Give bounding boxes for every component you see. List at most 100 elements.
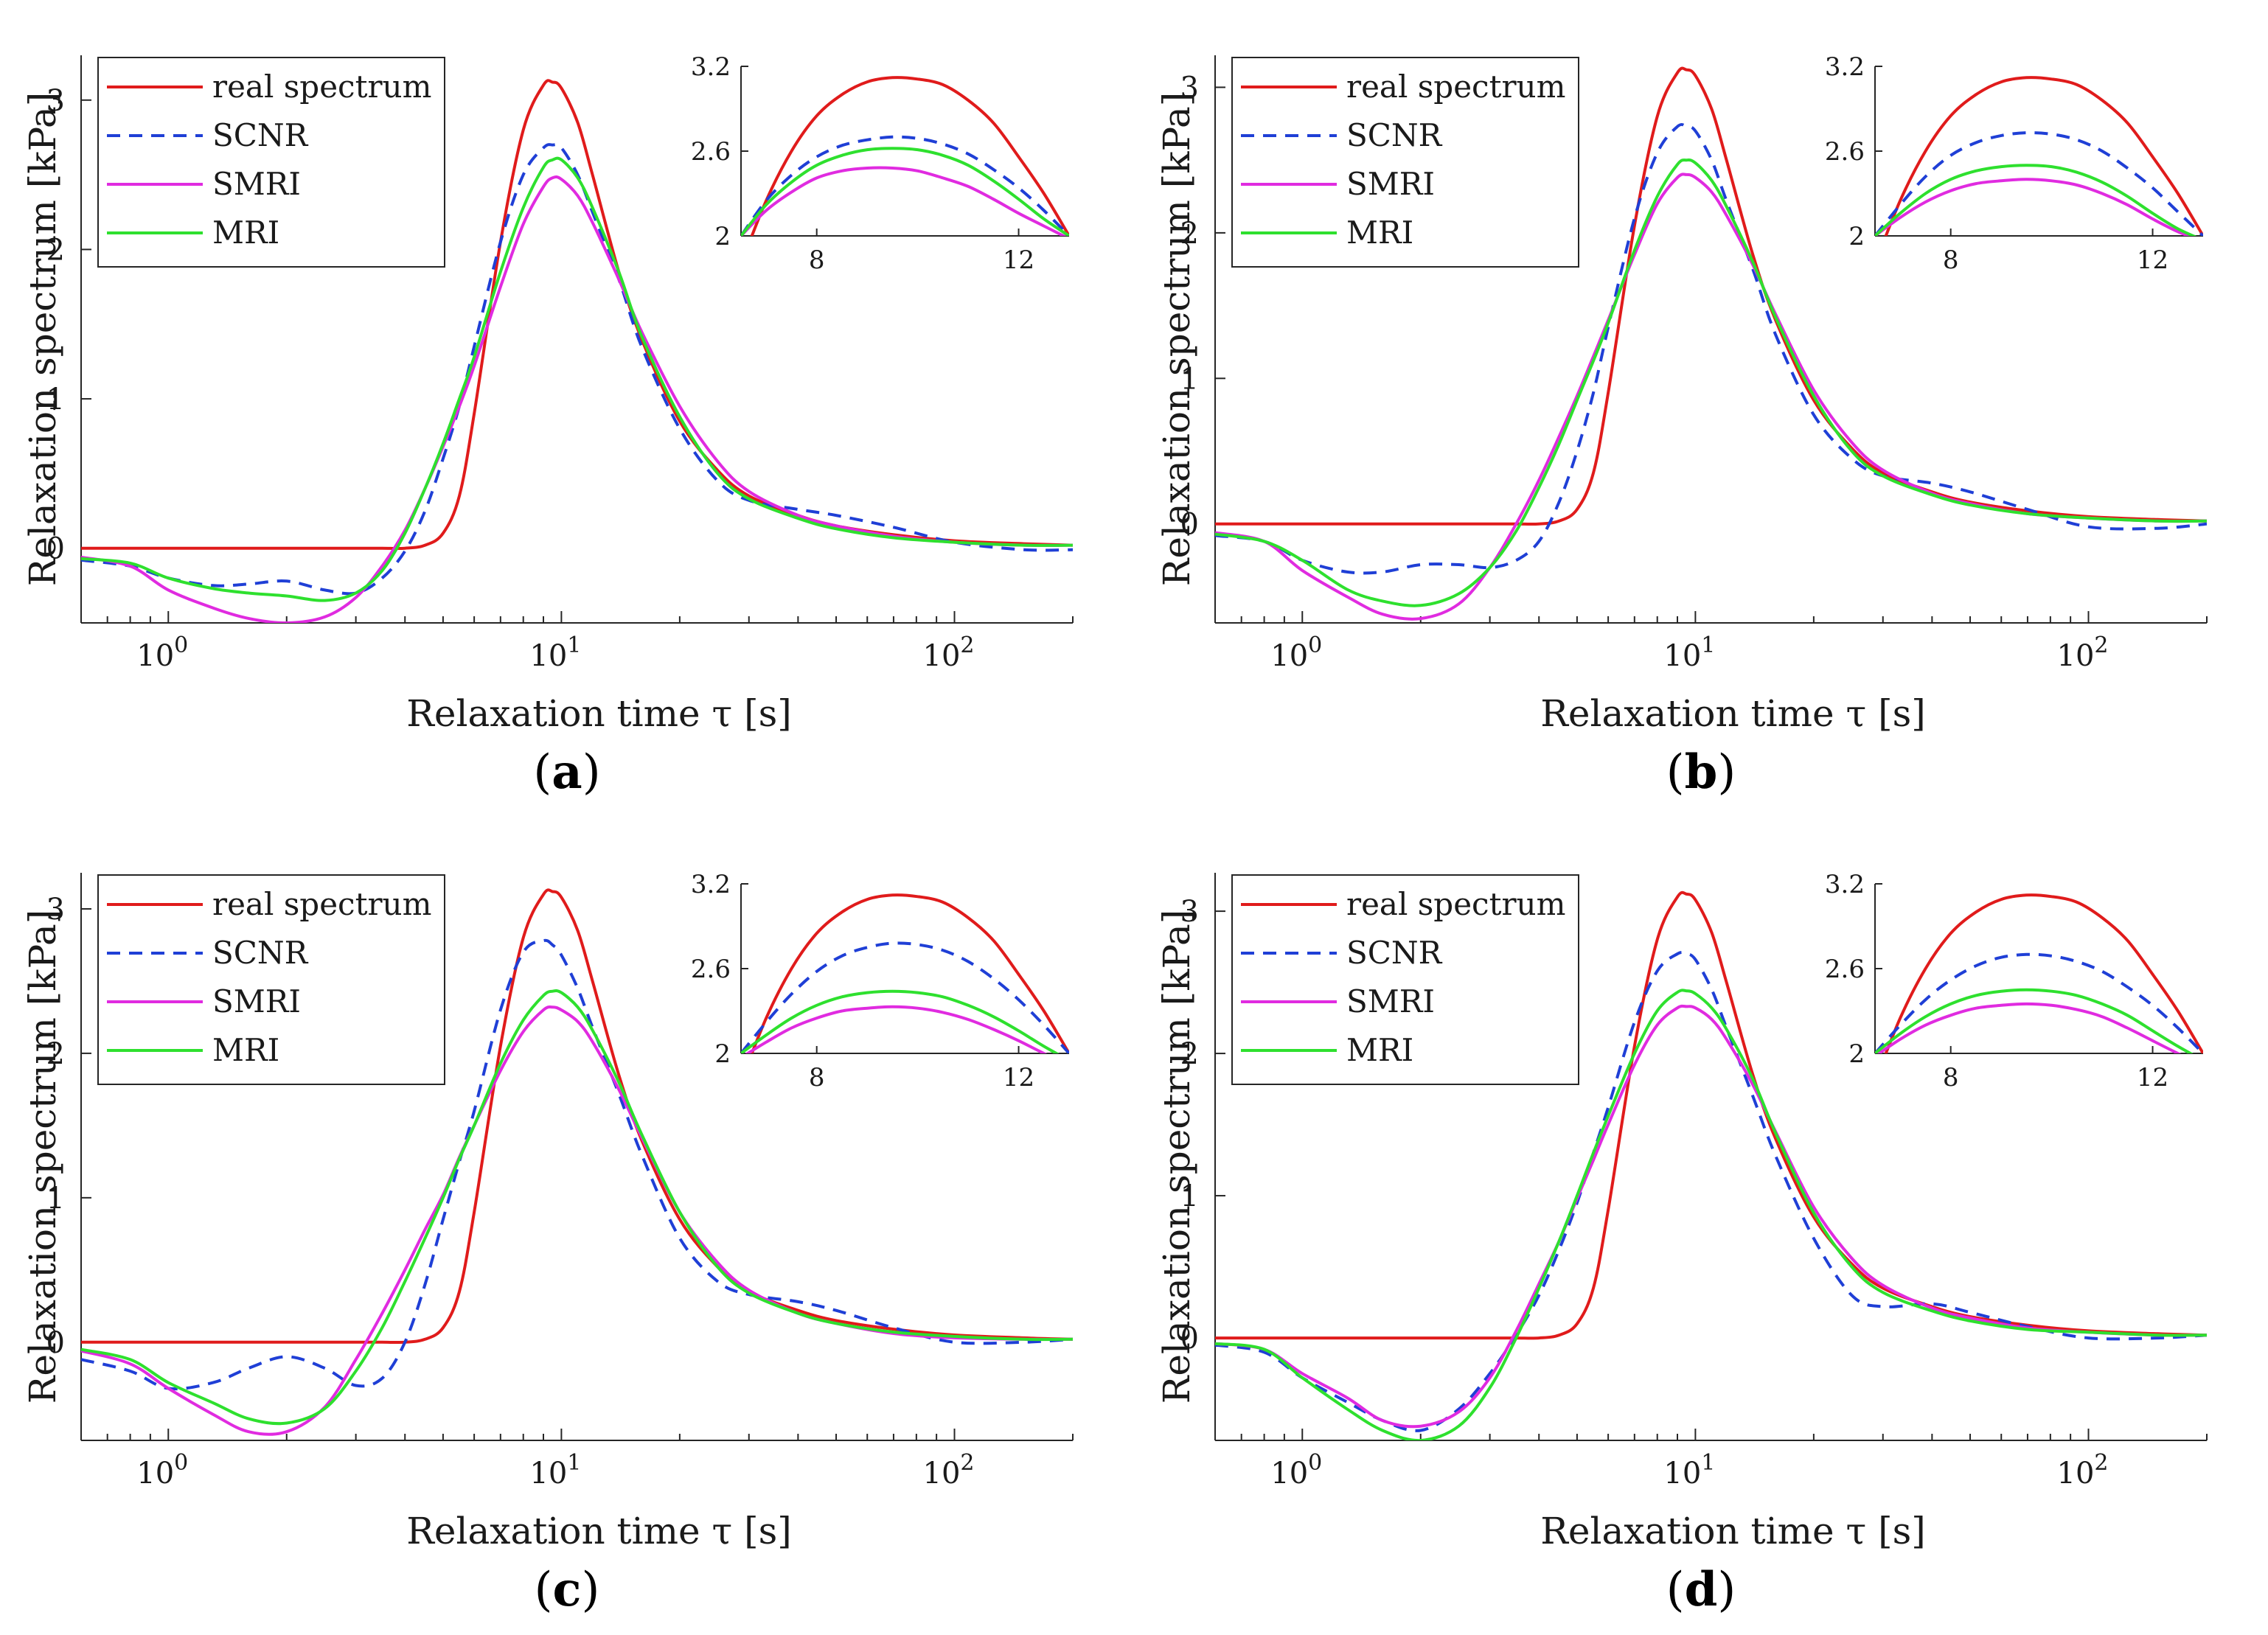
- x-tick-base: 10: [136, 1457, 174, 1491]
- x-tick-exponent: 2: [960, 632, 974, 658]
- x-tick-label: 100: [1270, 1450, 1322, 1491]
- y-tick-label: 1: [46, 1182, 65, 1216]
- legend-label: MRI: [212, 1032, 279, 1068]
- x-tick-exponent: 2: [960, 1450, 974, 1476]
- inset-x-tick-label: 12: [2137, 1063, 2168, 1092]
- inset-series-line-real-spectrum: [1884, 893, 2203, 1053]
- series-line-scnr: [81, 938, 1073, 1391]
- legend-label: SMRI: [1346, 166, 1435, 202]
- x-axis-label: Relaxation time τ [s]: [406, 1510, 792, 1552]
- x-tick-exponent: 1: [567, 632, 581, 658]
- inset-series-line-smri: [1875, 178, 2193, 236]
- x-tick-exponent: 1: [567, 1450, 581, 1476]
- x-tick-base: 10: [923, 639, 961, 673]
- series-line-scnr: [81, 143, 1073, 596]
- x-tick-label: 101: [529, 632, 581, 673]
- inset-series-group: [741, 893, 1069, 1053]
- y-tick-label: 2: [1180, 1037, 1199, 1071]
- x-tick-base: 10: [1270, 639, 1308, 673]
- x-tick-label: 101: [529, 1450, 581, 1491]
- inset-series-line-real-spectrum: [750, 893, 1069, 1053]
- inset-y-tick-label: 2.6: [1825, 137, 1865, 167]
- inset-y-tick-label: 2: [714, 1039, 731, 1069]
- inset-y-tick-label: 2: [1848, 1039, 1865, 1069]
- inset-series-line-scnr: [741, 135, 1069, 236]
- x-tick-base: 10: [2057, 639, 2095, 673]
- y-tick-label: 0: [46, 1326, 65, 1360]
- legend-label: MRI: [1346, 215, 1413, 251]
- y-tick-label: 3: [46, 893, 65, 927]
- series-group: [1215, 890, 2207, 1440]
- panel-d: 3 2 1 0 100 101 102 Relaxation time τ [s] Relaxa…: [1134, 818, 2268, 1635]
- inset-series-line-scnr: [741, 941, 1069, 1053]
- legend-label: SCNR: [212, 117, 309, 153]
- inset-x-tick-label: 12: [1003, 1063, 1034, 1092]
- legend-label: real spectrum: [212, 69, 431, 105]
- x-tick-base: 10: [923, 1457, 961, 1491]
- inset-series-line-smri: [745, 1005, 1048, 1053]
- x-tick-base: 10: [529, 1457, 567, 1491]
- y-tick-label: 1: [1180, 1179, 1199, 1213]
- legend-label: MRI: [212, 215, 279, 251]
- y-tick-label: 0: [46, 532, 65, 566]
- series-line-mri: [81, 989, 1073, 1426]
- legend-label: SMRI: [212, 166, 301, 202]
- y-axis-label: Relaxation spectrum [kPa]: [21, 92, 64, 587]
- y-tick-label: 0: [1180, 1322, 1199, 1356]
- inset-series-line-mri: [741, 147, 1069, 236]
- inset-x-tick-label: 8: [809, 1063, 825, 1092]
- x-tick-base: 10: [1270, 1457, 1308, 1491]
- x-tick-label: 102: [923, 1450, 975, 1491]
- x-axis-label: Relaxation time τ [s]: [406, 692, 792, 735]
- legend-label: real spectrum: [1346, 69, 1565, 105]
- panel-b: 3 2 1 0 100 101 102 Relaxation time τ [s] Relaxa…: [1134, 0, 2268, 818]
- series-line-mri: [1215, 158, 2207, 607]
- legend-label: SCNR: [1346, 935, 1443, 971]
- x-tick-exponent: 2: [2094, 632, 2108, 658]
- inset-y-tick-label: 3.2: [691, 870, 731, 899]
- caption-a: (a): [533, 745, 601, 800]
- x-tick-exponent: 1: [1701, 632, 1715, 658]
- x-tick-exponent: 2: [2094, 1450, 2108, 1476]
- x-tick-base: 10: [136, 639, 174, 673]
- inset-series-line-smri: [741, 166, 1067, 236]
- inset-series-line-scnr: [1875, 131, 2203, 236]
- inset-y-tick-label: 2.6: [691, 137, 731, 167]
- x-tick-label: 100: [136, 632, 188, 673]
- series-line-smri: [81, 175, 1073, 623]
- inset-y-tick-label: 2.6: [691, 955, 731, 984]
- x-axis-label: Relaxation time τ [s]: [1540, 1510, 1926, 1552]
- x-tick-exponent: 0: [1308, 632, 1322, 658]
- caption-c: (c): [534, 1562, 600, 1617]
- inset-x-tick-label: 8: [809, 245, 825, 275]
- y-tick-label: 1: [46, 383, 65, 416]
- series-line-real-spectrum: [81, 888, 1073, 1345]
- legend-label: SMRI: [212, 983, 301, 1019]
- series-line-mri: [1215, 989, 2207, 1440]
- inset-series-line-mri: [741, 989, 1060, 1053]
- inset-series-line-real-spectrum: [1884, 76, 2203, 236]
- inset-series-line-smri: [1876, 1002, 2182, 1053]
- y-tick-label: 2: [46, 233, 65, 267]
- y-tick-label: 0: [1180, 508, 1199, 542]
- legend-label: real spectrum: [1346, 886, 1565, 922]
- x-tick-exponent: 1: [1701, 1450, 1715, 1476]
- inset-series-line-real-spectrum: [750, 76, 1069, 236]
- series-line-smri: [1215, 1004, 2207, 1429]
- inset-y-tick-label: 3.2: [691, 52, 731, 82]
- y-axis-label: Relaxation spectrum [kPa]: [1155, 92, 1198, 587]
- y-axis-label: Relaxation spectrum [kPa]: [1155, 910, 1198, 1404]
- y-tick-label: 1: [1180, 362, 1199, 396]
- inset-series-line-scnr: [1875, 952, 2203, 1053]
- legend-label: MRI: [1346, 1032, 1413, 1068]
- x-axis-label: Relaxation time τ [s]: [1540, 692, 1926, 735]
- inset-series-line-mri: [1875, 164, 2197, 236]
- y-axis-label: Relaxation spectrum [kPa]: [21, 910, 64, 1404]
- x-tick-base: 10: [529, 639, 567, 673]
- panel-c: 3 2 1 0 100 101 102 Relaxation time τ [s] Relaxa…: [0, 818, 1134, 1635]
- x-tick-base: 10: [2057, 1457, 2095, 1491]
- caption-b: (b): [1666, 745, 1736, 800]
